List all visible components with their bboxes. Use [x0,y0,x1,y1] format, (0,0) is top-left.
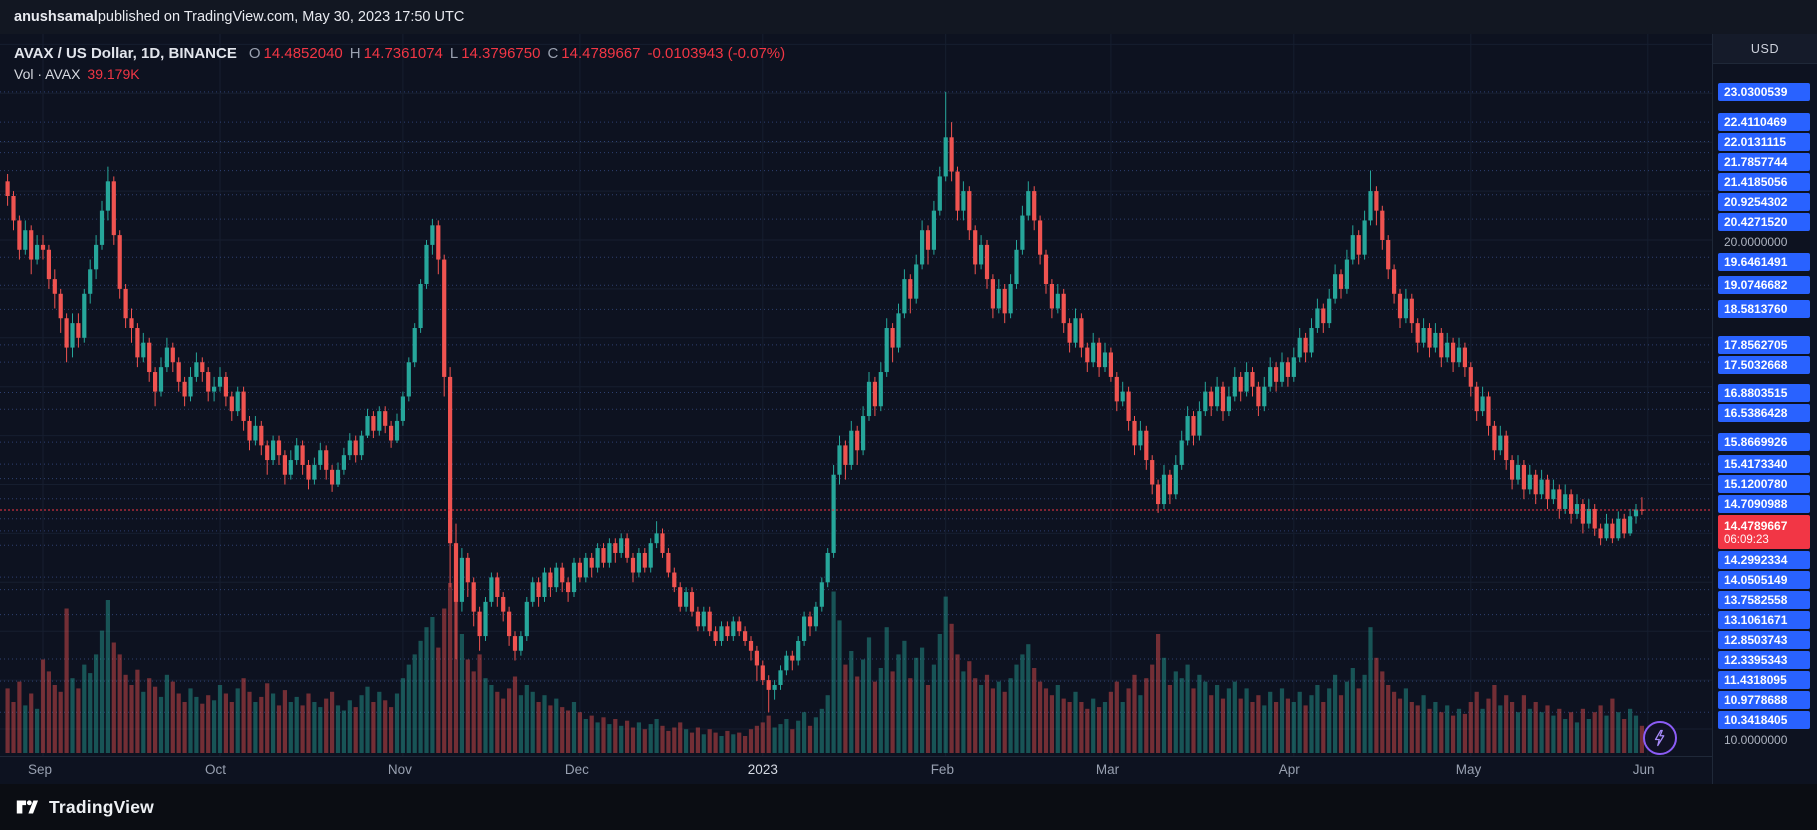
footer-bar: TradingView [0,784,1817,830]
time-axis-label: Feb [930,762,954,777]
alert-price-label[interactable]: 14.0505149 [1718,571,1810,590]
time-axis-label: Nov [387,762,412,777]
lightning-icon [1654,729,1665,747]
alert-price-label[interactable]: 10.9778688 [1718,691,1810,710]
author-name: anushsamal [14,9,98,25]
alert-price-label[interactable]: 12.8503743 [1718,631,1810,650]
alert-price-label[interactable]: 15.4173340 [1718,455,1810,474]
symbol-legend: AVAX / US Dollar, 1D, BINANCE O 14.485204… [14,42,785,84]
alert-price-label[interactable]: 21.4185056 [1718,173,1810,192]
alert-price-label[interactable]: 17.8562705 [1718,335,1810,354]
change-value: -0.0103943 (-0.07%) [647,44,786,62]
publish-banner: anushsamal published on TradingView.com,… [0,0,1817,34]
alert-price-label[interactable]: 15.1200780 [1718,475,1810,494]
alert-price-label[interactable]: 17.5032668 [1718,355,1810,374]
alert-price-label[interactable]: 22.4110469 [1718,113,1810,132]
alert-price-label[interactable]: 22.0131115 [1718,133,1810,152]
chart-window: AVAX / US Dollar, 1D, BINANCE O 14.485204… [0,34,1817,784]
alert-price-label[interactable]: 11.4318095 [1718,671,1810,690]
currency-toggle-button[interactable]: USD [1713,34,1817,64]
lightning-alert-button[interactable] [1643,721,1677,755]
alert-price-label[interactable]: 20.4271520 [1718,213,1810,232]
alert-price-label[interactable]: 21.7857744 [1718,153,1810,172]
alert-price-label[interactable]: 13.7582558 [1718,591,1810,610]
bar-countdown: 06:09:23 [1724,533,1769,546]
open-label: O [248,44,261,62]
chart-pane: AVAX / US Dollar, 1D, BINANCE O 14.485204… [0,34,1712,784]
volume-value: 39.179K [87,66,140,82]
axis-price-label: 10.0000000 [1724,733,1788,748]
time-axis-label: Dec [564,762,589,777]
time-axis-label: Apr [1278,762,1300,777]
close-label: C [547,44,559,62]
current-price-value: 14.4789667 [1724,518,1788,533]
alert-price-label[interactable]: 19.6461491 [1718,253,1810,272]
high-label: H [349,44,361,62]
price-axis[interactable]: USD 23.0300539 22.4110469 22.0131115 21.785… [1712,34,1817,784]
time-axis-label: Jun [1632,762,1655,777]
axis-price-label: 20.0000000 [1724,235,1788,250]
alert-price-label[interactable]: 14.2992334 [1718,551,1810,570]
volume-label[interactable]: Vol · AVAX [14,66,81,82]
tradingview-logo-icon[interactable] [14,794,40,820]
time-axis-label: 2023 [747,762,778,777]
alert-price-label[interactable]: 16.5386428 [1718,403,1810,422]
alert-price-label[interactable]: 14.7090988 [1718,495,1810,514]
open-value: 14.4852040 [263,44,343,62]
banner-text: published on TradingView.com, May 30, 20… [97,9,465,25]
time-axis-label: Oct [205,762,227,777]
alert-price-label[interactable]: 18.5813760 [1718,300,1810,319]
alert-price-label[interactable]: 23.0300539 [1718,82,1810,101]
low-label: L [449,44,459,62]
alert-price-label[interactable]: 12.3395343 [1718,651,1810,670]
symbol-title[interactable]: AVAX / US Dollar, 1D, BINANCE [14,44,237,62]
brand-name[interactable]: TradingView [49,796,154,817]
time-axis-label: May [1455,762,1482,777]
alert-price-label[interactable]: 10.3418405 [1718,711,1810,730]
alert-price-label[interactable]: 19.0746682 [1718,276,1810,295]
time-axis[interactable]: Sep Oct Nov Dec 2023 Feb Mar Apr May Jun [0,756,1712,784]
time-axis-label: Sep [28,762,53,777]
current-price-label: 14.4789667 06:09:23 [1718,515,1810,550]
time-axis-label: Mar [1095,762,1120,777]
alert-price-label[interactable]: 13.1061671 [1718,611,1810,630]
alert-price-label[interactable]: 15.8669926 [1718,433,1810,452]
close-value: 14.4789667 [561,44,641,62]
alert-price-label[interactable]: 20.9254302 [1718,193,1810,212]
low-value: 14.3796750 [461,44,541,62]
high-value: 14.7361074 [363,44,443,62]
alert-price-label[interactable]: 16.8803515 [1718,383,1810,402]
candlestick-chart[interactable] [0,34,1712,756]
